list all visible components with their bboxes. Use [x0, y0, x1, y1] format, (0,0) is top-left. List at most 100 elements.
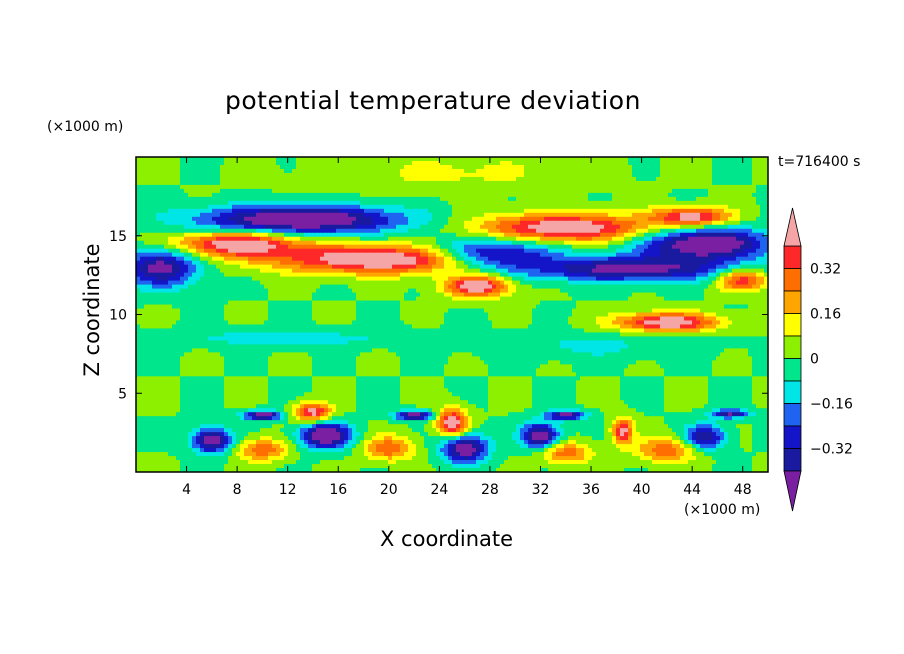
field-cell: [556, 268, 561, 274]
field-cell: [528, 264, 533, 270]
field-cell: [212, 212, 217, 218]
field-cell: [436, 200, 441, 206]
field-cell: [552, 260, 557, 266]
field-cell: [636, 180, 641, 186]
field-cell: [480, 240, 485, 246]
field-cell: [620, 220, 625, 226]
field-cell: [568, 208, 573, 214]
field-cell: [136, 228, 141, 234]
field-cell: [348, 276, 353, 282]
field-cell: [652, 180, 657, 186]
field-cell: [696, 176, 701, 182]
field-cell: [580, 157, 585, 162]
field-cell: [260, 224, 265, 230]
field-cell: [516, 224, 521, 230]
field-cell: [384, 208, 389, 214]
field-cell: [172, 204, 177, 210]
field-cell: [492, 268, 497, 274]
field-cell: [396, 268, 401, 274]
field-cell: [312, 196, 317, 202]
field-cell: [492, 196, 497, 202]
field-cell: [244, 248, 249, 254]
field-cell: [260, 172, 265, 178]
field-cell: [480, 168, 485, 174]
field-cell: [436, 248, 441, 254]
field-cell: [272, 216, 277, 222]
field-cell: [188, 208, 193, 214]
field-cell: [216, 216, 221, 222]
field-cell: [308, 212, 313, 218]
field-cell: [460, 272, 465, 278]
field-cell: [172, 248, 177, 254]
field-cell: [292, 216, 297, 222]
field-cell: [496, 168, 501, 174]
field-cell: [196, 268, 201, 274]
field-cell: [720, 256, 725, 262]
field-cell: [588, 204, 593, 210]
field-cell: [276, 164, 281, 170]
field-cell: [244, 244, 249, 250]
field-cell: [168, 180, 173, 186]
field-cell: [296, 248, 301, 254]
field-cell: [588, 157, 593, 162]
field-cell: [704, 192, 709, 198]
field-cell: [276, 176, 281, 182]
field-cell: [664, 248, 669, 254]
field-cell: [632, 272, 637, 278]
field-cell: [736, 168, 741, 174]
field-cell: [456, 200, 461, 206]
field-cell: [580, 204, 585, 210]
field-cell: [164, 176, 169, 182]
field-cell: [452, 280, 457, 286]
field-cell: [424, 236, 429, 242]
field-cell: [292, 232, 297, 238]
field-cell: [160, 204, 165, 210]
field-cell: [488, 244, 493, 250]
field-cell: [556, 224, 561, 230]
field-cell: [288, 216, 293, 222]
field-cell: [744, 176, 749, 182]
field-cell: [264, 212, 269, 218]
field-cell: [320, 200, 325, 206]
field-cell: [520, 200, 525, 206]
field-cell: [492, 192, 497, 198]
field-cell: [200, 196, 205, 202]
field-cell: [208, 180, 213, 186]
field-cell: [684, 180, 689, 186]
field-cell: [636, 236, 641, 242]
field-cell: [520, 176, 525, 182]
field-cell: [148, 157, 153, 162]
field-cell: [620, 252, 625, 258]
field-cell: [168, 157, 173, 162]
field-cell: [660, 216, 665, 222]
field-cell: [312, 184, 317, 190]
field-cell: [516, 160, 521, 166]
field-cell: [328, 216, 333, 222]
field-cell: [268, 192, 273, 198]
field-cell: [208, 200, 213, 206]
field-cell: [532, 244, 537, 250]
field-cell: [380, 176, 385, 182]
field-cell: [204, 212, 209, 218]
field-cell: [592, 180, 597, 186]
field-cell: [648, 212, 653, 218]
field-cell: [652, 188, 657, 194]
field-cell: [652, 196, 657, 202]
field-cell: [636, 248, 641, 254]
field-cell: [156, 272, 161, 278]
field-cell: [588, 240, 593, 246]
field-cell: [608, 264, 613, 270]
field-cell: [556, 260, 561, 266]
field-cell: [264, 208, 269, 214]
field-cell: [176, 164, 181, 170]
field-cell: [376, 256, 381, 262]
field-cell: [548, 272, 553, 278]
field-cell: [748, 216, 753, 222]
field-cell: [640, 172, 645, 178]
field-cell: [336, 276, 341, 282]
field-cell: [332, 280, 337, 286]
field-cell: [712, 260, 717, 266]
field-cell: [376, 188, 381, 194]
field-cell: [752, 244, 757, 250]
field-cell: [368, 160, 373, 166]
